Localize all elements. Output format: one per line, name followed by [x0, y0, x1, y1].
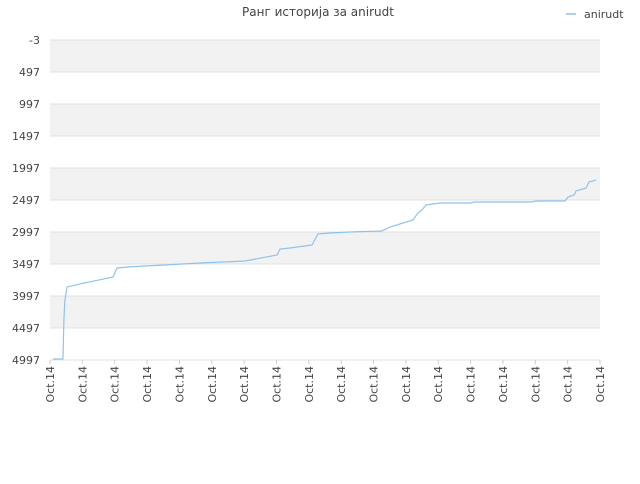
- x-tick-label: Oct.14: [400, 366, 413, 403]
- y-tick-label: 4997: [12, 354, 40, 367]
- y-tick-label: 497: [19, 66, 40, 79]
- x-tick-label: Oct.14: [465, 366, 478, 403]
- y-tick-label: 4497: [12, 322, 40, 335]
- x-tick-label: Oct.14: [238, 366, 251, 403]
- line: [52, 179, 597, 360]
- y-tick-label: 2997: [12, 226, 40, 239]
- x-tick-label: Oct.14: [76, 366, 89, 403]
- grid-band: [50, 104, 600, 136]
- x-tick-label: Oct.14: [562, 366, 575, 403]
- chart-title: Ранг историја за anirudt: [242, 5, 394, 19]
- x-tick-label: Oct.14: [529, 366, 542, 403]
- x-tick-label: Oct.14: [594, 366, 607, 403]
- x-tick-label: Oct.14: [270, 366, 283, 403]
- x-tick-label: Oct.14: [206, 366, 219, 403]
- grid-band: [50, 40, 600, 72]
- y-tick-label: 3997: [12, 290, 40, 303]
- x-tick-label: Oct.14: [432, 366, 445, 403]
- x-tick-label: Oct.14: [44, 366, 57, 403]
- x-tick-label: Oct.14: [335, 366, 348, 403]
- y-tick-label: 1997: [12, 162, 40, 175]
- grid-band: [50, 168, 600, 200]
- legend-label: anirudt: [584, 8, 624, 21]
- x-tick-label: Oct.14: [497, 366, 510, 403]
- x-tick-label: Oct.14: [109, 366, 122, 403]
- grid-band: [50, 296, 600, 328]
- x-tick-label: Oct.14: [303, 366, 316, 403]
- y-tick-label: 2497: [12, 194, 40, 207]
- y-tick-label: 3497: [12, 258, 40, 271]
- y-tick-label: 1497: [12, 130, 40, 143]
- x-tick-label: Oct.14: [368, 366, 381, 403]
- grid-band: [50, 232, 600, 264]
- x-tick-label: Oct.14: [141, 366, 154, 403]
- y-tick-label: -3: [29, 34, 40, 47]
- y-tick-label: 997: [19, 98, 40, 111]
- x-tick-label: Oct.14: [173, 366, 186, 403]
